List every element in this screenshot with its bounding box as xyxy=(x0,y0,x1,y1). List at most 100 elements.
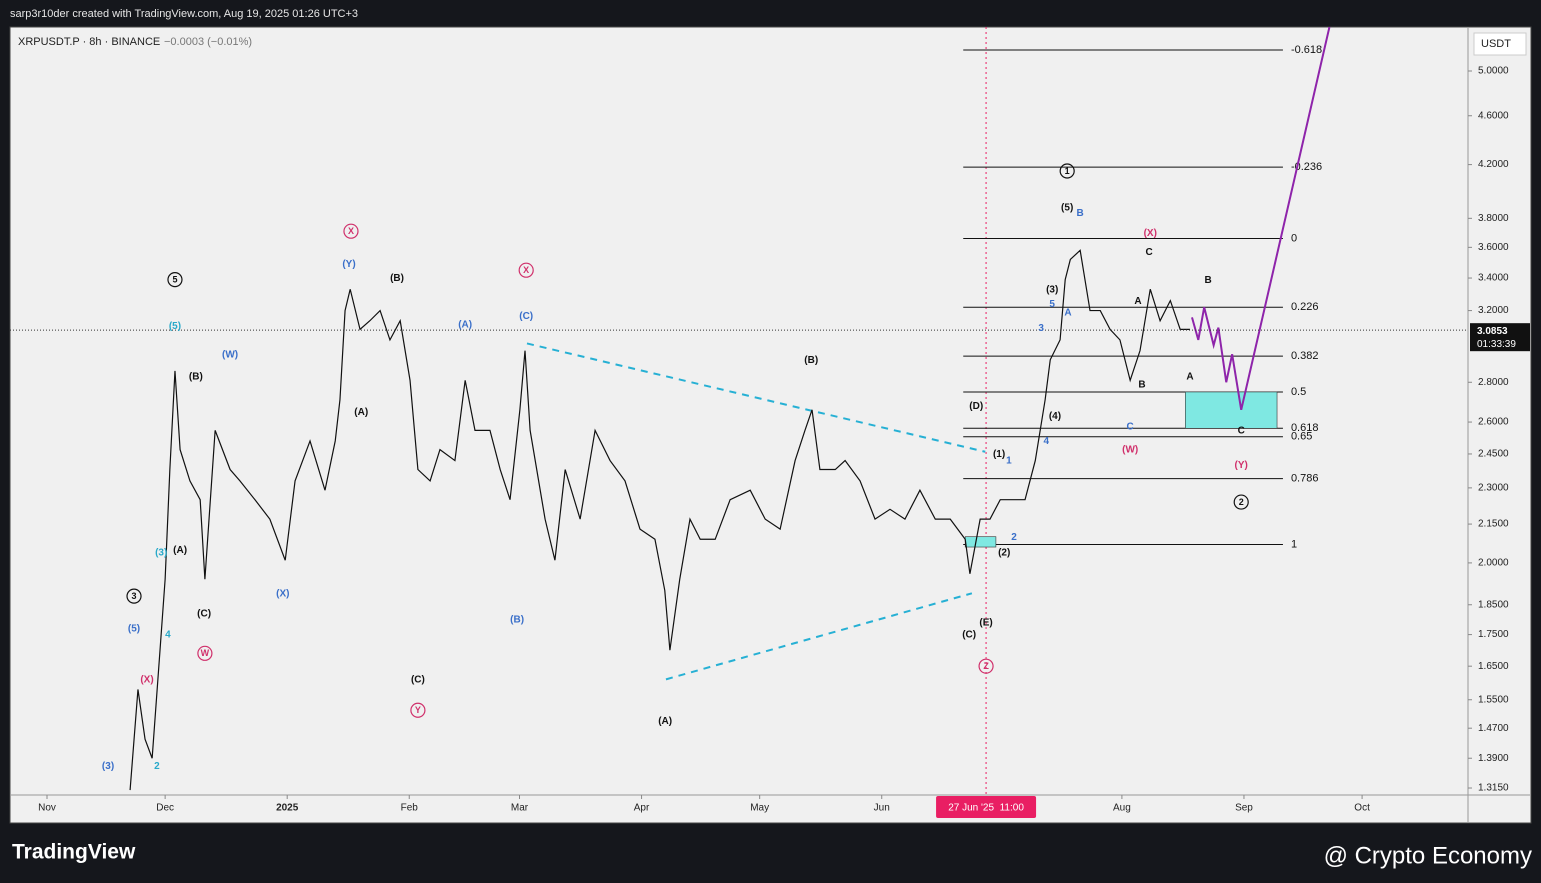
chart-panel xyxy=(9,26,1532,824)
y-tick-label: 2.6000 xyxy=(1478,417,1509,428)
y-tick-label: 1.3150 xyxy=(1478,783,1509,794)
last-price: 3.0853 xyxy=(1477,326,1508,337)
wave-label: (3) xyxy=(155,547,167,558)
x-tick-label: Mar xyxy=(511,803,529,814)
wave-label: 4 xyxy=(1044,436,1050,447)
marker-label: 27 Jun '25 11:00 xyxy=(948,803,1024,814)
y-tick-label: 4.6000 xyxy=(1478,110,1509,121)
wave-label: (3) xyxy=(102,761,114,772)
wave-label: Y xyxy=(415,705,421,715)
wave-label: (1) xyxy=(993,449,1005,460)
wave-label: 2 xyxy=(1239,497,1244,507)
x-tick-label: May xyxy=(750,803,769,814)
wave-label: (X) xyxy=(1144,228,1157,239)
wave-label: 3 xyxy=(1038,323,1044,334)
y-tick-label: 3.8000 xyxy=(1478,213,1509,224)
wave-label: (D) xyxy=(969,401,983,412)
wave-label: (5) xyxy=(1061,202,1073,213)
price-change: −0.0003 (−0.01%) xyxy=(164,36,252,48)
source: @ Crypto Economy xyxy=(1324,842,1532,869)
y-tick-label: 1.7500 xyxy=(1478,629,1509,640)
wave-label: (B) xyxy=(189,372,203,383)
y-tick-label: 2.4500 xyxy=(1478,449,1509,460)
wave-label: (4) xyxy=(1049,411,1061,422)
wave-label: (C) xyxy=(962,630,976,641)
wave-circle xyxy=(1233,494,1249,510)
y-tick-label: 3.2000 xyxy=(1478,305,1509,316)
x-tick-label: 2025 xyxy=(276,803,299,814)
price-line xyxy=(129,249,1191,791)
y-tick-label: 3.4000 xyxy=(1478,273,1509,284)
y-tick-label: 4.2000 xyxy=(1478,159,1509,170)
wave-label: 5 xyxy=(172,274,177,284)
wave-label: (Y) xyxy=(1235,460,1248,471)
wave-circle xyxy=(167,272,183,288)
wave-label: (B) xyxy=(510,615,524,626)
fib-label: 1 xyxy=(1291,538,1297,550)
wave-label: Z xyxy=(983,661,989,671)
fib-label: 0.5 xyxy=(1291,386,1306,398)
currency-box xyxy=(1473,32,1527,56)
x-tick-label: Oct xyxy=(1354,803,1370,814)
x-tick-label: Aug xyxy=(1113,803,1131,814)
y-tick-label: 2.1500 xyxy=(1478,519,1509,530)
wave-label: (X) xyxy=(140,674,153,685)
wave-label: A xyxy=(1134,296,1141,307)
wave-label: (A) xyxy=(354,407,368,418)
y-tick-label: 2.0000 xyxy=(1478,558,1509,569)
wave-label: C xyxy=(1127,421,1134,432)
wave-label: X xyxy=(348,226,354,236)
x-tick-label: Dec xyxy=(156,803,174,814)
wave-label: (B) xyxy=(390,273,404,284)
brand: TradingView xyxy=(12,841,136,864)
x-tick-label: Sep xyxy=(1235,803,1253,814)
fib-label: 0.786 xyxy=(1291,473,1319,485)
currency: USDT xyxy=(1481,38,1511,50)
x-tick-label: Apr xyxy=(634,803,650,814)
target-zone xyxy=(964,536,997,548)
wave-label: (X) xyxy=(276,588,289,599)
wave-label: (5) xyxy=(128,624,140,635)
wave-label: (C) xyxy=(197,609,211,620)
y-tick-label: 1.3900 xyxy=(1478,753,1509,764)
wave-label: B xyxy=(1138,379,1145,390)
y-tick-label: 1.5500 xyxy=(1478,694,1509,705)
x-tick-label: Jun xyxy=(874,803,890,814)
wave-label: (C) xyxy=(411,674,425,685)
wave-label: 2 xyxy=(1011,532,1017,543)
wave-label: (A) xyxy=(658,716,672,727)
wave-circle xyxy=(1059,163,1075,179)
wave-label: (5) xyxy=(169,321,181,332)
fib-label: -0.618 xyxy=(1291,44,1322,56)
wave-label: (C) xyxy=(519,311,533,322)
y-tick-label: 3.6000 xyxy=(1478,242,1509,253)
x-tick-label: Feb xyxy=(401,803,419,814)
wave-label: (3) xyxy=(1046,284,1058,295)
symbol: XRPUSDT.P · 8h · BINANCE xyxy=(18,36,160,48)
x-tick-label: Nov xyxy=(38,803,56,814)
plot-area: -0.618-0.23600.2260.3820.50.6180.650.786… xyxy=(10,27,1468,795)
wave-label: (A) xyxy=(458,319,472,330)
wave-label: (B) xyxy=(804,355,818,366)
projection xyxy=(1191,27,1331,411)
wave-circle xyxy=(126,588,142,604)
fib-label: 0.382 xyxy=(1291,350,1319,362)
y-tick-label: 2.3000 xyxy=(1478,483,1509,494)
y-tick-label: 2.8000 xyxy=(1478,377,1509,388)
wave-label: (2) xyxy=(998,547,1010,558)
wave-label: (A) xyxy=(173,545,187,556)
wave-label: 3 xyxy=(132,591,137,601)
wave-label: C xyxy=(1238,426,1245,437)
fib-label: 0.618 xyxy=(1291,422,1319,434)
wave-label: B xyxy=(1077,208,1084,219)
trendline xyxy=(665,592,973,681)
wave-label: 1 xyxy=(1065,166,1070,176)
trendline xyxy=(526,342,986,453)
wave-label: 1 xyxy=(1006,456,1012,467)
wave-circle xyxy=(197,645,213,661)
y-tick-label: 1.6500 xyxy=(1478,661,1509,672)
wave-circle xyxy=(978,658,994,674)
countdown: 01:33:39 xyxy=(1477,339,1516,350)
fib-label: 0 xyxy=(1291,232,1297,244)
